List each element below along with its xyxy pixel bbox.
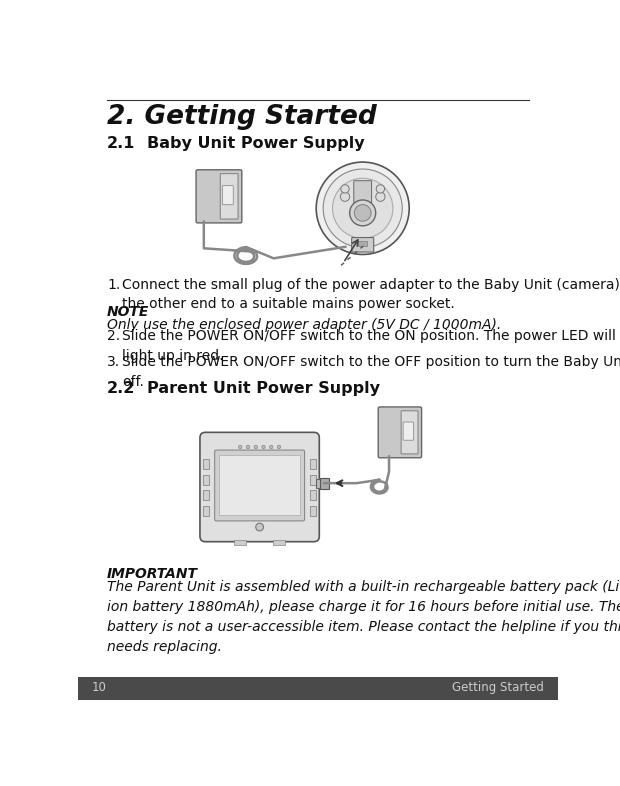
- Text: Slide the POWER ON/OFF switch to the ON position. The power LED will
light up in: Slide the POWER ON/OFF switch to the ON …: [123, 329, 616, 362]
- Circle shape: [277, 446, 281, 449]
- Circle shape: [350, 200, 376, 226]
- Text: Slide the POWER ON/OFF switch to the OFF position to turn the Baby Unit
off.: Slide the POWER ON/OFF switch to the OFF…: [123, 355, 620, 389]
- Bar: [78, 678, 558, 700]
- Circle shape: [341, 185, 349, 193]
- FancyBboxPatch shape: [215, 450, 304, 521]
- FancyBboxPatch shape: [403, 422, 414, 440]
- Circle shape: [340, 192, 350, 201]
- FancyBboxPatch shape: [354, 181, 371, 203]
- Text: The Parent Unit is assembled with a built-in rechargeable battery pack (Lithium-: The Parent Unit is assembled with a buil…: [107, 580, 620, 654]
- Circle shape: [270, 446, 273, 449]
- Bar: [273, 540, 285, 545]
- Text: Baby Unit Power Supply: Baby Unit Power Supply: [148, 136, 365, 151]
- Bar: [219, 454, 300, 515]
- Circle shape: [332, 178, 393, 238]
- Bar: [203, 490, 210, 500]
- Circle shape: [246, 446, 250, 449]
- Bar: [310, 505, 316, 516]
- Bar: [310, 459, 316, 469]
- FancyBboxPatch shape: [223, 185, 233, 204]
- FancyBboxPatch shape: [196, 170, 242, 223]
- Bar: [203, 505, 210, 516]
- Circle shape: [255, 523, 264, 531]
- Text: Getting Started: Getting Started: [452, 681, 544, 695]
- Circle shape: [239, 446, 242, 449]
- Text: 1.: 1.: [107, 277, 120, 292]
- Text: 2.: 2.: [107, 329, 120, 343]
- FancyBboxPatch shape: [352, 237, 374, 252]
- FancyBboxPatch shape: [200, 432, 319, 542]
- Bar: [310, 490, 316, 500]
- Circle shape: [376, 185, 384, 193]
- Circle shape: [376, 192, 385, 201]
- FancyBboxPatch shape: [220, 174, 238, 219]
- Text: 2.1: 2.1: [107, 136, 135, 151]
- Bar: [316, 479, 324, 488]
- Text: 3.: 3.: [107, 355, 120, 369]
- Circle shape: [323, 169, 402, 248]
- Circle shape: [316, 162, 409, 255]
- Bar: [203, 459, 210, 469]
- Text: 2. Getting Started: 2. Getting Started: [107, 105, 377, 130]
- Bar: [203, 475, 210, 485]
- Text: Connect the small plug of the power adapter to the Baby Unit (camera) and
the ot: Connect the small plug of the power adap…: [123, 277, 620, 311]
- Circle shape: [355, 204, 371, 221]
- Bar: [320, 478, 329, 489]
- Text: IMPORTANT: IMPORTANT: [107, 567, 198, 581]
- Text: 2.2: 2.2: [107, 380, 135, 396]
- Text: 10: 10: [92, 681, 106, 695]
- Bar: [310, 475, 316, 485]
- Text: NOTE: NOTE: [107, 305, 149, 319]
- Circle shape: [254, 446, 257, 449]
- Circle shape: [262, 446, 265, 449]
- Text: Only use the enclosed power adapter (5V DC / 1000mA).: Only use the enclosed power adapter (5V …: [107, 318, 501, 332]
- FancyBboxPatch shape: [378, 407, 422, 457]
- Bar: [358, 241, 367, 246]
- Bar: [234, 540, 247, 545]
- Text: Parent Unit Power Supply: Parent Unit Power Supply: [148, 380, 380, 396]
- FancyBboxPatch shape: [401, 411, 418, 454]
